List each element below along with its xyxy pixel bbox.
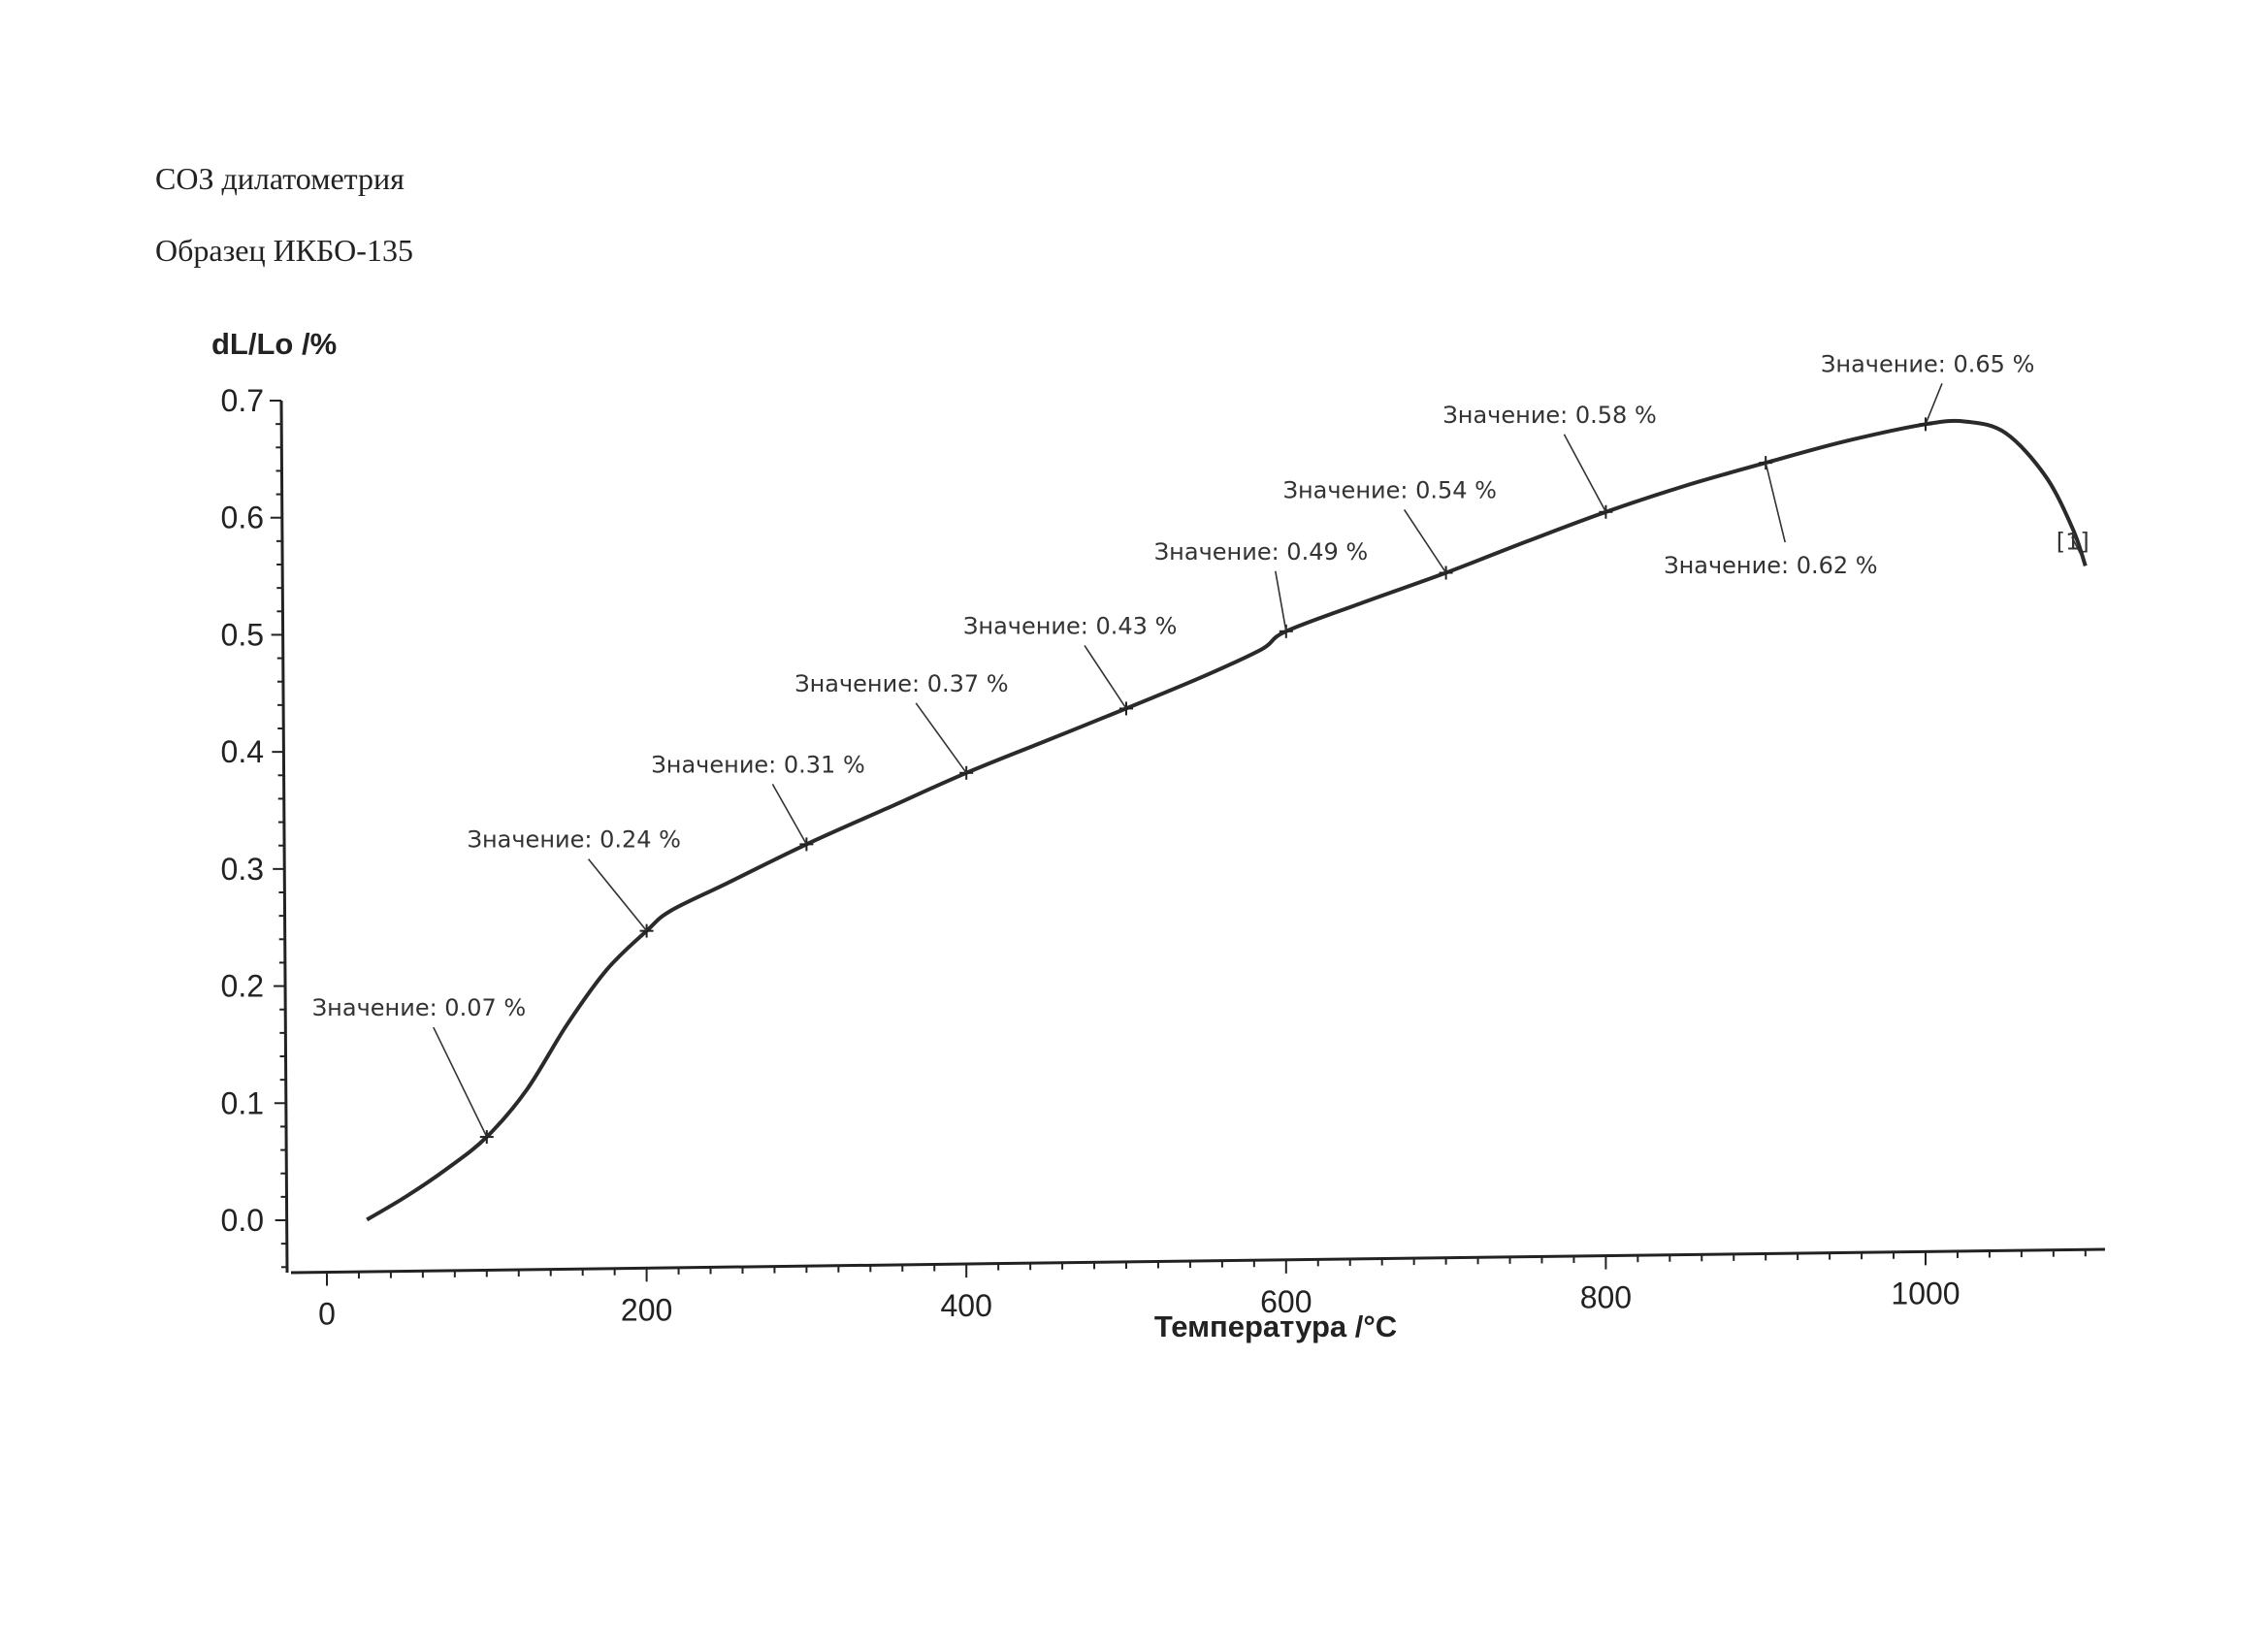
annotation-leader [1925, 383, 1943, 425]
annotation-label: Значение: 0.37 % [794, 670, 1008, 697]
document-title: СОЗ дилатометрия [155, 161, 405, 196]
annotation-label: Значение: 0.58 % [1442, 402, 1656, 429]
annotation-leader [587, 858, 648, 932]
y-axis-line [279, 400, 289, 1274]
value-annotation: Значение: 0.49 % [1154, 538, 1368, 638]
x-tick-label: 400 [941, 1288, 992, 1323]
annotation-label: Значение: 0.24 % [468, 826, 681, 854]
value-annotation: Значение: 0.58 % [1442, 402, 1657, 519]
annotations: Значение: 0.07 % Значение: 0.24 % Значение… [312, 350, 2034, 1145]
sample-name: Образец ИКБО-135 [155, 233, 413, 268]
curve-tag: [1] [2057, 528, 2090, 555]
x-axis-line [290, 1247, 2106, 1275]
annotation-label: Значение: 0.49 % [1154, 538, 1368, 566]
y-tick-label: 0.6 [221, 501, 264, 535]
annotation-label: Значение: 0.65 % [1821, 350, 2034, 377]
y-tick-label: 0.3 [221, 852, 264, 887]
annotation-label: Значение: 0.62 % [1664, 552, 1877, 579]
y-axis-title: dL/Lo /% [211, 327, 337, 361]
axes: 0.0 0.1 0.2 0.3 0.4 0.5 0.6 0.7 0 200 400 600 800 100… [221, 383, 2106, 1332]
value-annotation: Значение: 0.07 % [312, 994, 526, 1145]
value-annotation: Значение: 0.62 % [1664, 456, 1878, 579]
curve-tag-arrow [2071, 536, 2085, 561]
x-tick-label: 0 [318, 1297, 336, 1332]
annotation-leader [771, 783, 808, 845]
y-tick-label: 0.2 [221, 969, 264, 1004]
annotation-label: Значение: 0.43 % [963, 612, 1177, 639]
x-tick-label: 1000 [1891, 1276, 1960, 1310]
annotation-leader [1765, 462, 1786, 543]
x-tick-label: 200 [621, 1292, 672, 1327]
annotation-leader [1275, 570, 1287, 631]
annotation-leader [433, 1026, 488, 1138]
value-annotation: Значение: 0.31 % [651, 751, 865, 852]
value-annotation: Значение: 0.37 % [794, 670, 1009, 780]
y-tick-label: 0.7 [221, 383, 264, 418]
y-tick-label: 0.0 [221, 1203, 264, 1238]
annotation-leader [1563, 434, 1607, 513]
dilatation-curve [366, 418, 2088, 1222]
y-tick-label: 0.5 [221, 617, 264, 652]
annotation-leader [915, 702, 967, 774]
annotation-leader [1403, 509, 1447, 573]
x-axis-title: Температура /°C [1154, 1310, 1397, 1343]
y-tick-label: 0.4 [221, 734, 264, 769]
annotation-leader [1084, 644, 1127, 709]
value-annotation: Значение: 0.43 % [963, 612, 1177, 716]
x-tick-label: 800 [1580, 1280, 1632, 1315]
x-tick-label: 600 [1260, 1284, 1312, 1319]
value-annotation: Значение: 0.65 % [1821, 350, 2034, 432]
value-annotation: Значение: 0.24 % [468, 826, 681, 938]
y-tick-label: 0.1 [221, 1085, 264, 1120]
value-annotation: Значение: 0.54 % [1283, 476, 1497, 580]
curve-layer: [1] [366, 418, 2090, 1222]
annotation-label: Значение: 0.07 % [312, 994, 526, 1021]
annotation-label: Значение: 0.31 % [651, 751, 864, 778]
annotation-label: Значение: 0.54 % [1283, 476, 1497, 503]
